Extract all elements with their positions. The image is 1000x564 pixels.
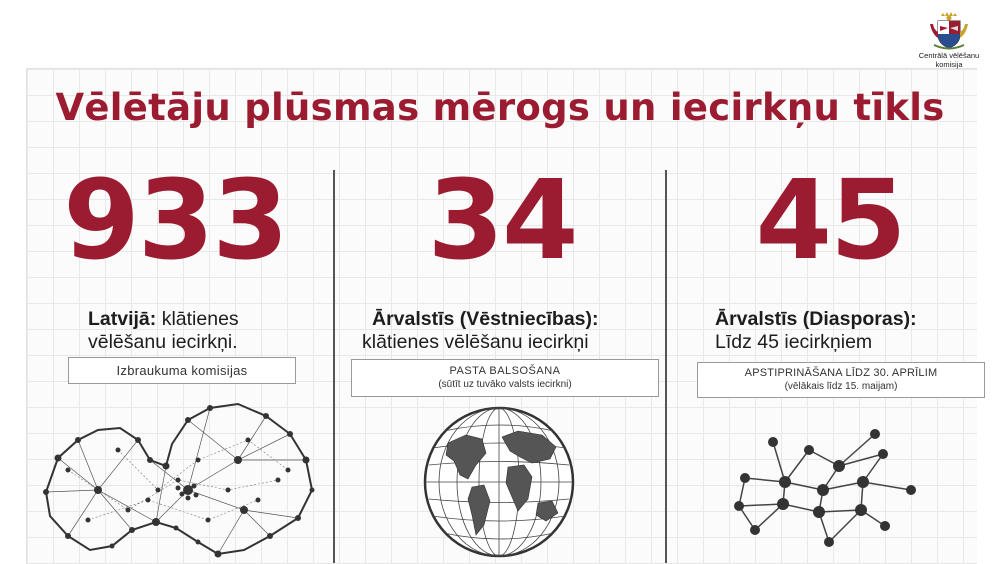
latvia-network-map-icon	[43, 402, 315, 558]
box-approval-title: APSTIPRINĀŠANA LĪDZ 30. APRĪLIM	[744, 367, 938, 379]
cvk-logo: Centrālā vēlēšanu komisija	[918, 12, 980, 69]
box-approval-deadline: APSTIPRINĀŠANA LĪDZ 30. APRĪLIM (vēlākai…	[697, 362, 985, 398]
box-postal-voting-note: (sūtīt uz tuvāko valsts iecirkni)	[438, 379, 572, 390]
heading-embassies-line2: klātienes vēlēšanu iecirkņi	[362, 331, 589, 353]
logo-text: Centrālā vēlēšanu komisija	[918, 51, 980, 69]
heading-latvia-line2: vēlēšanu iecirkņi.	[88, 331, 238, 353]
stat-number-embassies: 34	[427, 156, 578, 284]
globe-icon	[423, 406, 575, 558]
stat-number-latvia: 933	[63, 156, 289, 284]
heading-diaspora-line2: Līdz 45 iecirkņiem	[715, 331, 873, 353]
heading-diaspora-bold: Ārvalstīs (Diasporas):	[715, 308, 917, 330]
logo-text-line2: komisija	[935, 60, 963, 69]
box-mobile-commissions: Izbraukuma komisijas	[68, 357, 296, 384]
stat-number-diaspora: 45	[755, 156, 906, 284]
column-divider-1	[333, 170, 335, 563]
column-divider-2	[665, 170, 667, 563]
heading-embassies: Ārvalstīs (Vēstniecības): klātienes vēlē…	[362, 308, 599, 354]
heading-latvia: Latvijā: klātienes vēlēšanu iecirkņi.	[88, 308, 239, 354]
heading-latvia-rest: klātienes	[156, 308, 239, 330]
box-mobile-commissions-label: Izbraukuma komisijas	[116, 363, 248, 378]
box-postal-voting: PASTA BALSOŠANA (sūtīt uz tuvāko valsts …	[351, 359, 659, 397]
coat-of-arms-icon	[930, 12, 968, 50]
heading-embassies-bold: Ārvalstīs (Vēstniecības):	[372, 308, 599, 330]
heading-diaspora: Ārvalstīs (Diasporas): Līdz 45 iecirkņie…	[715, 308, 917, 354]
page-title: Vēlētāju plūsmas mērogs un iecirkņu tīkl…	[55, 86, 945, 129]
logo-text-line1: Centrālā vēlēšanu	[918, 51, 980, 60]
box-postal-voting-title: PASTA BALSOŠANA	[449, 365, 561, 377]
box-approval-note: (vēlākais līdz 15. maijam)	[784, 381, 898, 392]
network-graph-icon	[734, 429, 916, 547]
heading-latvia-bold: Latvijā:	[88, 308, 157, 330]
